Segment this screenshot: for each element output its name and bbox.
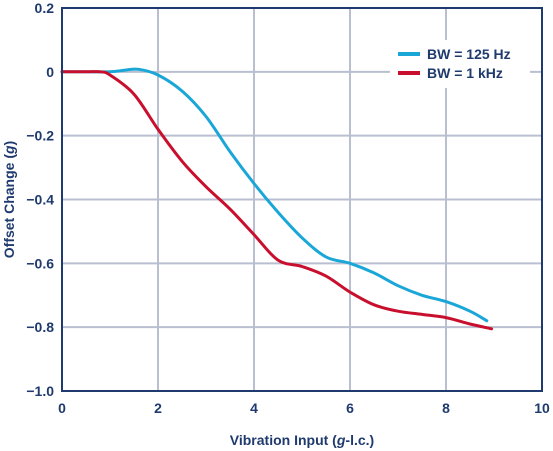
y-axis-title: Offset Change (g) <box>1 141 17 258</box>
y-tick-label: −0.4 <box>26 192 54 208</box>
x-tick-label: 8 <box>442 400 450 416</box>
series-lines <box>60 67 494 331</box>
legend-label: BW = 1 kHz <box>427 65 503 81</box>
y-tick-label: 0.2 <box>35 0 55 16</box>
series-line-1 <box>60 67 489 323</box>
y-tick-label: −1.0 <box>26 383 54 399</box>
y-axis-title-part-2: g <box>1 145 17 155</box>
x-axis-title-part-2: g <box>336 432 346 448</box>
y-tick-label: −0.6 <box>26 255 54 271</box>
y-tick-label: −0.8 <box>26 319 54 335</box>
y-tick-label: −0.2 <box>26 128 54 144</box>
x-axis-title-part-1: Vibration Input ( <box>230 432 337 448</box>
y-axis-title-part-1: Offset Change ( <box>1 154 17 259</box>
series-line-2 <box>60 70 494 331</box>
x-tick-label: 10 <box>534 400 550 416</box>
x-axis-title: Vibration Input (g-l.c.) <box>230 432 374 448</box>
y-tick-label: 0 <box>46 64 54 80</box>
x-tick-label: 6 <box>346 400 354 416</box>
plot-frame <box>61 7 543 392</box>
legend: BW = 125 Hz BW = 1 kHz <box>398 46 511 81</box>
legend-label: BW = 125 Hz <box>427 46 511 62</box>
x-tick-label: 4 <box>250 400 258 416</box>
x-axis-title-part-3: -l.c.) <box>345 432 374 448</box>
grid-lines <box>62 8 542 391</box>
x-tick-label: 2 <box>154 400 162 416</box>
legend-background <box>390 40 530 88</box>
x-tick-labels: 0 2 4 6 8 10 <box>58 400 550 416</box>
y-axis-title-part-3: ) <box>1 141 17 146</box>
x-tick-label: 0 <box>58 400 66 416</box>
y-tick-labels: 0.2 0 −0.2 −0.4 −0.6 −0.8 −1.0 <box>26 0 54 399</box>
